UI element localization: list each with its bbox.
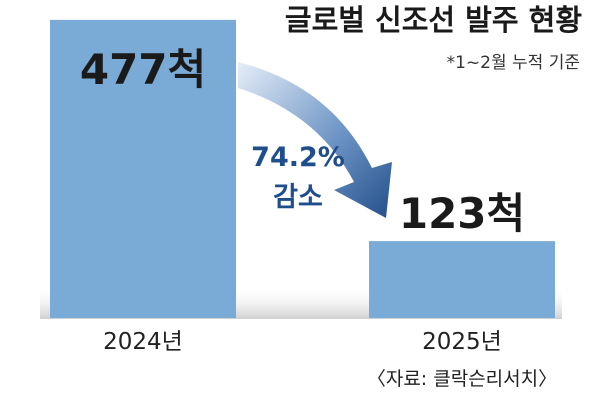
- decrease-label: 감소: [273, 182, 323, 213]
- chart-title: 글로벌 신조선 발주 현황: [285, 3, 582, 37]
- decrease-arrow: [238, 62, 392, 218]
- chart-note: *1~2월 누적 기준: [447, 53, 580, 73]
- decrease-percent: 74.2%: [251, 142, 345, 173]
- value-label-2025: 123척: [399, 189, 525, 238]
- value-label-2024: 477척: [80, 45, 206, 94]
- bar-2025: [369, 241, 555, 318]
- category-label-2024: 2024년: [103, 329, 183, 355]
- bar-2024: [50, 19, 236, 318]
- category-label-2025: 2025년: [422, 329, 502, 355]
- source-note: 〈자료: 클락슨리서치〉: [367, 368, 557, 390]
